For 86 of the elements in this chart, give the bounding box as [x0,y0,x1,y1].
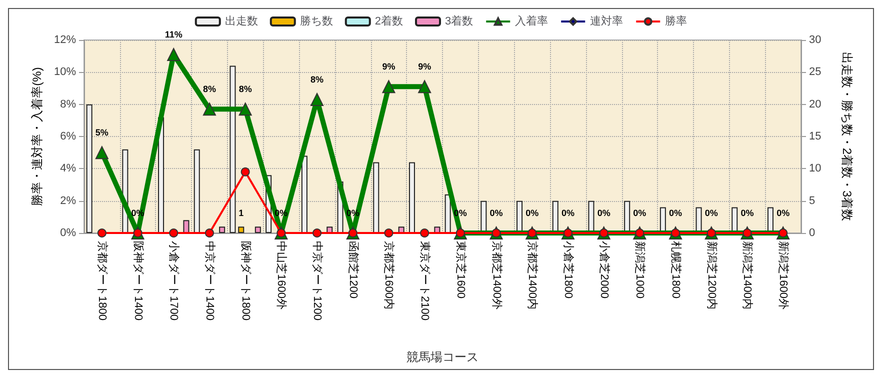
point [418,80,432,94]
point [95,146,108,160]
data-label: 0% [740,208,754,218]
x-tick-label: 函館芝1200 [346,241,360,298]
y2-tick-label: 15 [809,130,822,142]
point [238,102,252,116]
x-tick-label: 東京芝1600 [454,241,468,298]
y-tick-label: 8% [60,98,76,110]
point [202,102,216,116]
data-label: 8% [310,74,324,85]
point [169,228,178,238]
y2-tick-label: 5 [809,194,816,207]
legend-label: 勝率 [665,14,688,28]
x-tick-label: 新潟芝1200内 [705,241,718,310]
x-tick-label: 小倉芝1800 [562,241,575,298]
y-tick-label: 12% [54,34,76,46]
x-tick-label: 新潟芝1400内 [741,241,754,310]
x-tick-label: 京都芝1600内 [382,241,396,310]
data-label: 0% [597,208,610,218]
x-tick-label: 中京ダート1400 [203,241,216,320]
bar [230,66,236,233]
legend-label: 3着数 [445,14,474,28]
legend-label: 入着率 [515,14,548,28]
point [382,80,396,94]
y2-tick-label: 20 [809,98,822,110]
bar [444,194,451,233]
y2-axis-title: 出走数・勝ち数・2着数・3着数 [840,52,854,222]
y-tick-label: 10% [54,66,76,78]
data-label: 1 [238,208,244,218]
x-tick-label: 新潟芝1600外 [777,241,790,310]
data-label: 8% [202,84,216,94]
point [240,167,250,176]
x-tick-label: 中京ダート1200 [311,241,324,320]
y-tick-label: 2% [60,194,76,207]
data-label: 8% [238,84,252,94]
y-tick-label: 0% [60,227,76,239]
y2-tick-label: 10 [809,162,822,175]
bar [408,162,415,233]
point [167,48,180,61]
data-label: 0% [669,208,682,218]
x-tick-label: 中山芝1600外 [275,241,288,310]
legend-label: 連対率 [590,14,624,28]
x-tick-label: 阪神ダート1400 [132,241,145,320]
x-axis-title: 競馬場コース [406,350,478,364]
data-label: 0% [561,208,574,218]
x-tick-label: 京都ダート1800 [96,241,109,320]
point [204,228,214,238]
bar [86,104,92,233]
y2-tick-label: 0 [809,227,816,239]
data-label: 9% [418,62,432,72]
bar [238,226,244,233]
legend-label: 勝ち数 [300,16,333,28]
data-label: 0% [633,208,646,218]
legend-label: 出走数 [224,14,258,28]
x-tick-label: 京都芝1400外 [490,241,504,310]
y-axis-title: 勝率・連対率・入着率(%) [30,67,44,206]
bar [254,226,261,233]
bar [301,156,308,233]
y-tick-label: 6% [60,130,76,142]
y-tick-label: 4% [60,162,76,175]
x-tick-label: 阪神ダート1800 [239,241,252,320]
x-tick-label: 東京ダート2100 [418,241,432,320]
data-label: 0% [776,208,790,218]
y2-tick-label: 30 [809,34,822,46]
x-tick-label: 小倉ダート1700 [168,241,181,320]
bar [219,226,226,233]
bar [183,220,190,233]
data-label: 0% [704,208,718,218]
point [97,228,106,238]
data-label: 11% [164,29,182,40]
point [420,228,430,238]
data-label: 9% [382,62,396,72]
data-label: 0% [490,208,503,218]
point [312,228,322,238]
x-tick-label: 札幌芝1800 [670,241,683,298]
point [384,228,394,238]
x-tick-label: 新潟芝1000 [634,241,647,298]
bar [373,162,380,233]
data-label: 0% [526,208,539,218]
bar [194,149,200,233]
y2-tick-label: 25 [809,66,822,78]
x-tick-label: 小倉芝2000 [598,241,611,298]
x-tick-label: 京都芝1400内 [526,241,540,310]
point [310,93,324,106]
legend-label: 2着数 [374,14,404,28]
data-label: 5% [95,128,108,138]
